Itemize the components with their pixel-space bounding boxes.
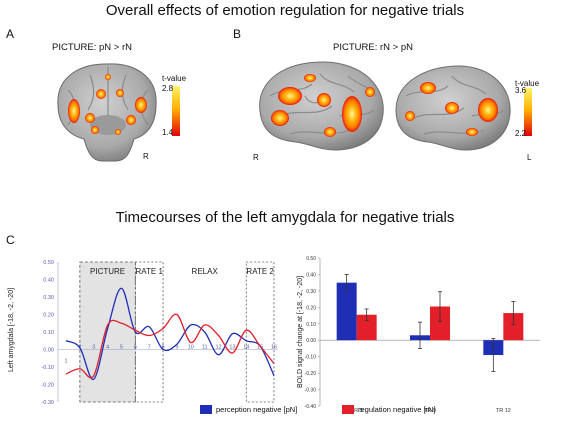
- panel-b-label: B: [233, 27, 242, 41]
- section-title: Timecourses of the left amygdala for neg…: [115, 209, 455, 226]
- activation-blob: [466, 128, 478, 136]
- activation-blob: [68, 99, 80, 123]
- panel-a-side-label: R: [143, 152, 149, 161]
- panel-a-label: A: [6, 27, 15, 41]
- panel-b-left-label: R: [253, 153, 259, 162]
- activation-blob: [105, 74, 111, 80]
- y-tick-label: -0.20: [305, 371, 317, 377]
- y-tick-label: 0.50: [43, 260, 54, 266]
- y-tick-label: -0.30: [41, 400, 54, 406]
- x-tick-label: 1: [64, 359, 67, 365]
- colorbar-a: [172, 86, 180, 136]
- regulation-bar: [503, 313, 524, 341]
- perception-bar: [336, 282, 357, 341]
- y-tick-label: 0.00: [43, 348, 54, 354]
- legend-swatch-regulation: [342, 405, 354, 414]
- y-tick-label: 0.40: [306, 272, 316, 278]
- x-category-label: TR 5: [351, 408, 363, 414]
- regulation-series-line: [65, 313, 275, 379]
- y-tick-label: 0.50: [306, 256, 316, 262]
- y-tick-label: -0.20: [41, 383, 54, 389]
- x-tick-label: 6: [134, 345, 137, 351]
- colorbar-b-min: 2.2: [515, 129, 527, 138]
- brain-left-hemisphere: [395, 65, 511, 151]
- activation-blob: [135, 97, 147, 113]
- y-tick-label: 0.10: [306, 322, 316, 328]
- panel-c-label: C: [6, 233, 15, 247]
- y-tick-label: 0.20: [306, 305, 316, 311]
- x-tick-label: 5: [120, 345, 123, 351]
- y-tick-label: 0.10: [43, 330, 54, 336]
- activation-blob: [445, 102, 459, 114]
- activation-blob: [342, 96, 362, 132]
- perception-series-line: [65, 287, 275, 380]
- brain-right-hemisphere: [259, 61, 384, 151]
- phase-label: RATE 1: [135, 267, 163, 276]
- x-tick-label: 7: [148, 345, 151, 351]
- activation-blob: [478, 98, 498, 122]
- x-tick-label: 12: [215, 345, 221, 351]
- x-tick-label: 8: [162, 345, 165, 351]
- activation-blob: [405, 111, 415, 121]
- line-chart-y-axis-label: Left amygdala [-18, -2, -20]: [8, 288, 15, 372]
- activation-blob: [317, 93, 331, 107]
- activation-blob: [85, 113, 95, 123]
- activation-blob: [304, 74, 316, 82]
- legend-label-regulation: regulation negative [rN]: [358, 405, 436, 414]
- activation-blob: [96, 89, 106, 99]
- phase-box-picture: [79, 261, 136, 403]
- activation-blob: [324, 127, 336, 137]
- y-tick-label: -0.30: [305, 388, 317, 394]
- activation-blob: [365, 87, 375, 97]
- x-tick-label: 13: [229, 345, 235, 351]
- colorbar-a-min: 1.4: [162, 128, 174, 137]
- activation-blob: [115, 129, 121, 135]
- y-tick-label: -0.10: [305, 355, 317, 361]
- regulation-bar: [356, 314, 377, 341]
- colorbar-b: [524, 88, 532, 136]
- x-tick-label: 4: [106, 345, 109, 351]
- activation-blob: [91, 126, 99, 134]
- x-tick-label: 11: [202, 345, 208, 351]
- colorbar-a-max: 2.8: [162, 84, 174, 93]
- panel-b-right-label: L: [527, 153, 532, 162]
- activation-blob: [420, 82, 436, 94]
- x-tick-label: 14: [243, 345, 249, 351]
- activation-blob: [126, 115, 136, 125]
- legend-swatch-perception: [200, 405, 212, 414]
- bar-chart-y-label: BOLD signal change at [-18, -2, -20]: [297, 276, 304, 388]
- colorbar-b-title: t-value: [515, 79, 540, 88]
- x-tick-label: 10: [188, 345, 194, 351]
- coronal-brain-slice: [57, 63, 157, 162]
- phase-box: [245, 261, 275, 403]
- x-tick-label: 9: [175, 345, 178, 351]
- y-tick-label: 0.30: [306, 289, 316, 295]
- activation-blob: [116, 89, 124, 97]
- timecourse-line-chart: Left amygdala [-18, -2, -20] PICTURE RATE…: [8, 260, 278, 406]
- phase-label: RATE 2: [246, 267, 274, 276]
- x-category-label: TR 9: [424, 408, 436, 414]
- panel-a-subtitle: PICTURE: pN > rN: [52, 42, 132, 53]
- x-tick-label: 15: [257, 345, 263, 351]
- y-tick-label: -0.40: [305, 404, 317, 410]
- amygdala-bar-chart: BOLD signal change at [-18, -2, -20] 0.50…: [297, 256, 540, 414]
- x-tick-label: 16: [271, 345, 277, 351]
- legend-label-perception: perception negative [pN]: [216, 405, 298, 414]
- regulation-bar: [430, 306, 450, 341]
- x-tick-label: 3: [92, 345, 95, 351]
- activation-blob: [278, 87, 302, 105]
- figure-title: Overall effects of emotion regulation fo…: [105, 2, 465, 19]
- y-tick-label: -0.10: [41, 365, 54, 371]
- colorbar-a-title: t-value: [162, 74, 187, 83]
- colorbar-b-max: 3.6: [515, 86, 527, 95]
- y-tick-label: 0.40: [43, 278, 54, 284]
- y-tick-label: 0.30: [43, 295, 54, 301]
- phase-label: PICTURE: [90, 267, 125, 276]
- activation-blob: [271, 110, 289, 126]
- y-tick-label: 0.20: [43, 313, 54, 319]
- x-category-label: TR 12: [496, 408, 511, 414]
- phase-label: RELAX: [192, 267, 219, 276]
- panel-b-subtitle: PICTURE: rN > pN: [333, 42, 413, 53]
- y-tick-label: 0.00: [306, 338, 316, 344]
